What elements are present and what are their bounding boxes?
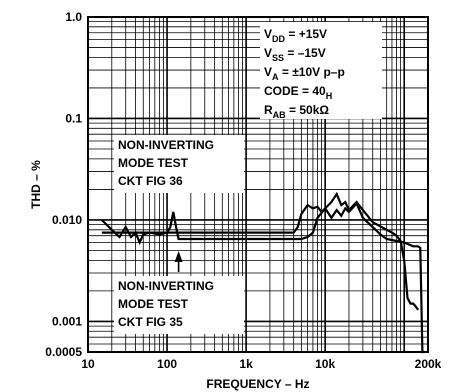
annotation-line: CKT FIG 36 [118,174,183,188]
conditions-box: VDD = +15V VSS = –15V VA = ±10V p–p CODE = … [260,22,382,120]
x-tick-label: 10 [81,357,95,371]
annotation-bg [114,135,244,193]
y-tick-label: 0.1 [65,111,82,125]
annotation-line: NON-INVERTING [118,279,214,293]
condition-line: RAB = 50kΩ [264,103,329,120]
tick-labels: 10 100 1k 10k 200k 1.0 0.1 0.010 0.001 0.0005 [45,10,441,371]
x-tick-label: 1k [239,357,253,371]
arrow-head [174,251,183,262]
annotation-line: MODE TEST [118,156,189,170]
y-tick-label: 0.010 [52,213,82,227]
condition-line: VA = ±10V p–p [264,65,345,82]
plot-frame [87,16,429,353]
annotation-line: NON-INVERTING [118,138,214,152]
annotation-arrow [174,251,183,272]
x-tick-label: 200k [415,357,442,371]
series-layer [101,191,425,354]
x-axis-label: FREQUENCY – Hz [206,377,309,391]
y-tick-label: 1.0 [65,10,82,24]
y-tick-label: 0.0005 [45,345,82,359]
condition-line: VSS = –15V [264,46,326,63]
y-axis-label: THD – % [29,160,43,209]
x-tick-label: 10k [315,357,335,371]
annotation-bg [114,276,244,334]
annotation-line: CKT FIG 35 [118,315,183,329]
annotation-1: NON-INVERTING MODE TEST CKT FIG 36 [114,135,244,193]
annotation-2: NON-INVERTING MODE TEST CKT FIG 35 [114,276,244,334]
x-tick-label: 100 [157,357,177,371]
series-line-2 [101,201,425,354]
condition-line: CODE = 40H [264,84,332,101]
y-tick-label: 0.001 [52,314,82,328]
annotation-line: MODE TEST [118,297,189,311]
condition-line: VDD = +15V [264,27,327,44]
